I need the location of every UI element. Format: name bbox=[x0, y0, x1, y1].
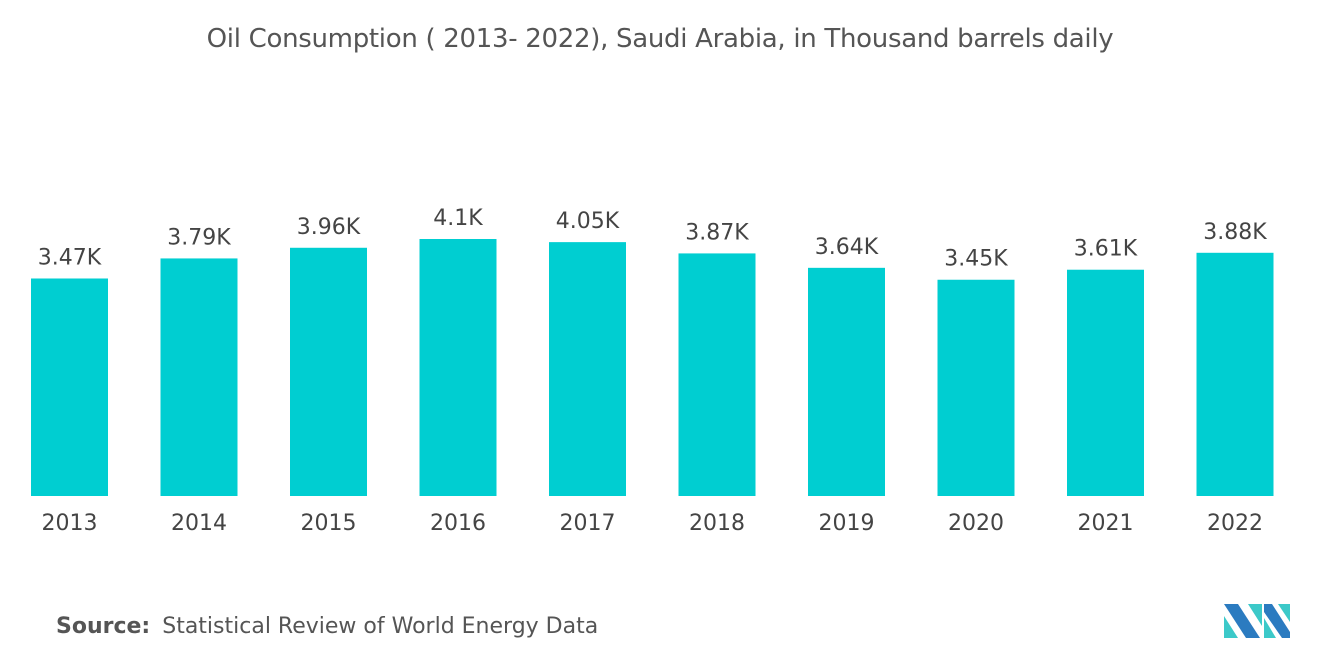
x-tick-label: 2021 bbox=[1078, 511, 1134, 536]
bar-chart: 3.47K 2013 3.79K 2014 3.96K 2015 4.1K 2016 4.05K… bbox=[31, 206, 1274, 536]
source-label: Source: bbox=[56, 614, 151, 639]
source-text: Statistical Review of World Energy Data bbox=[162, 614, 599, 639]
data-label: 3.61K bbox=[1074, 237, 1138, 262]
brand-logo bbox=[1224, 604, 1290, 638]
data-label: 3.64K bbox=[815, 235, 879, 260]
data-label: 3.96K bbox=[297, 215, 361, 240]
chart-title: Oil Consumption ( 2013- 2022), Saudi Ara… bbox=[206, 24, 1114, 54]
bar-2022 bbox=[1196, 252, 1274, 496]
bar-2016 bbox=[419, 239, 497, 496]
x-tick-label: 2016 bbox=[430, 511, 486, 536]
x-tick-label: 2017 bbox=[560, 511, 616, 536]
data-label: 3.45K bbox=[944, 247, 1008, 272]
data-label: 3.79K bbox=[167, 225, 231, 250]
bar-2018 bbox=[678, 253, 756, 496]
bar-2013 bbox=[31, 278, 108, 496]
bar-2017 bbox=[549, 242, 626, 496]
x-tick-label: 2022 bbox=[1207, 511, 1263, 536]
data-label: 3.87K bbox=[685, 220, 749, 245]
x-tick-label: 2013 bbox=[42, 511, 98, 536]
x-tick-label: 2014 bbox=[171, 511, 227, 536]
x-tick-label: 2020 bbox=[948, 511, 1004, 536]
bar-2021 bbox=[1067, 269, 1144, 496]
data-label: 4.05K bbox=[556, 209, 620, 234]
bar-2020 bbox=[937, 279, 1015, 496]
bar-2015 bbox=[290, 247, 367, 496]
data-label: 3.47K bbox=[38, 245, 102, 270]
data-label: 4.1K bbox=[433, 206, 483, 231]
source-note: Source: Statistical Review of World Energ… bbox=[56, 614, 598, 639]
x-tick-label: 2018 bbox=[689, 511, 745, 536]
bar-2014 bbox=[160, 258, 238, 496]
x-tick-label: 2019 bbox=[819, 511, 875, 536]
x-tick-label: 2015 bbox=[301, 511, 357, 536]
data-label: 3.88K bbox=[1203, 220, 1267, 245]
bar-2019 bbox=[808, 267, 885, 496]
